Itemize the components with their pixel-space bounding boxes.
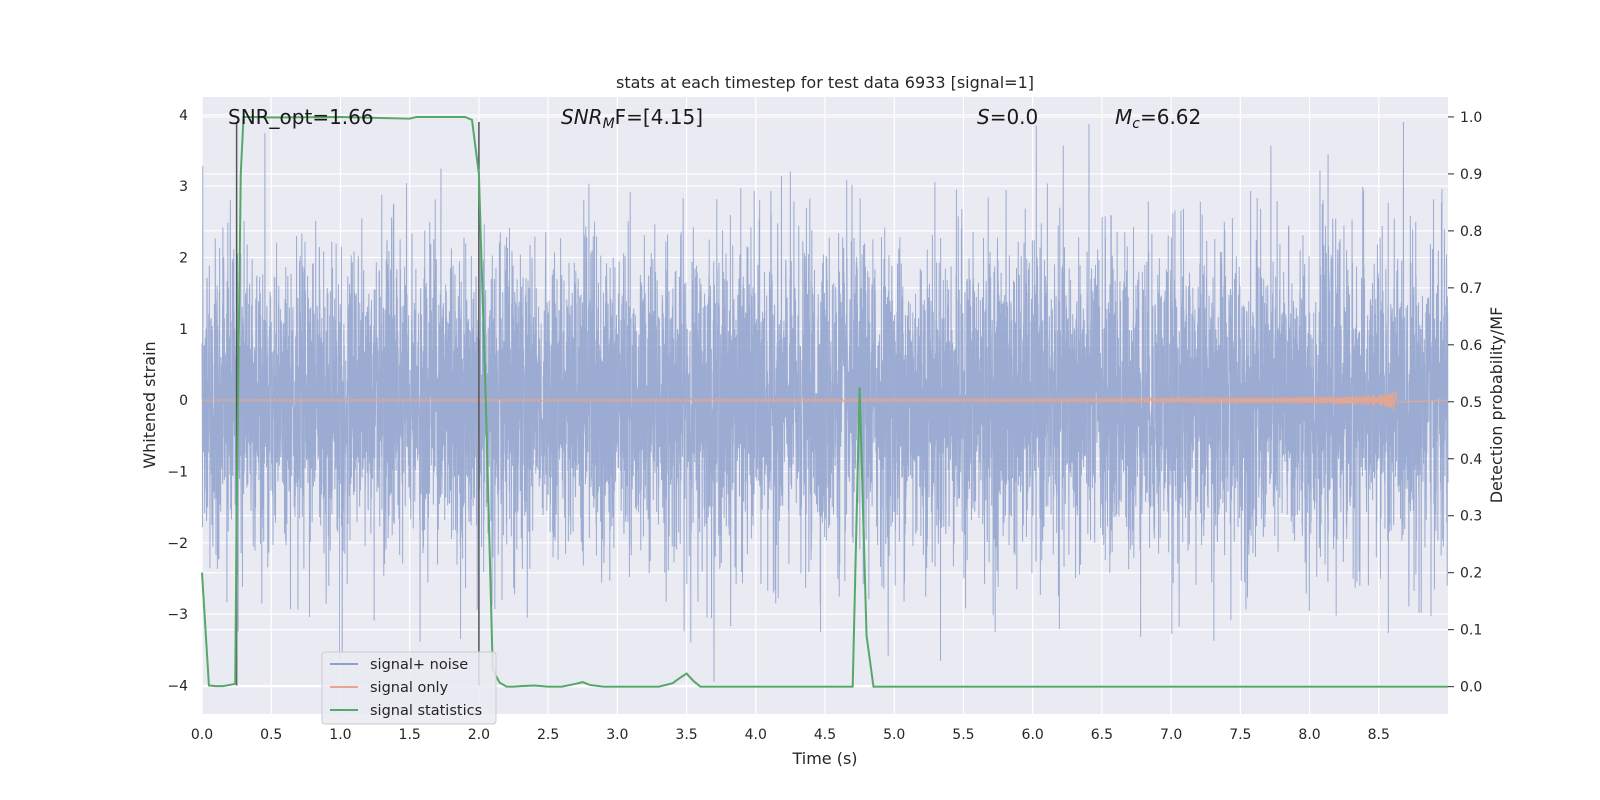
x-axis-label: Time (s) [791,749,857,768]
signal-only-line [201,389,1449,411]
x-tick-label: 2.0 [468,727,490,743]
y2-tick-label: 0.0 [1460,680,1482,696]
x-axis-ticks: 0.0 0.5 1.0 1.5 2.0 2.5 3.0 3.5 4.0 4.5 5.0 5.5 6.0 6… [191,727,1390,743]
y-tick-label: 0 [179,393,188,409]
y2-tick-label: 1.0 [1460,110,1482,126]
y-tick-label: −4 [167,678,188,694]
annotation-mc: Mc=6.62 [1115,105,1201,132]
x-tick-label: 7.5 [1229,727,1251,743]
snr-mf-rest: F=[4.15] [615,105,703,129]
x-tick-label: 7.0 [1160,727,1182,743]
x-tick-label: 0.0 [191,727,213,743]
y2-tick-label: 0.5 [1460,395,1482,411]
y-axis-label: Whitened strain [140,341,159,468]
x-tick-label: 5.0 [883,727,905,743]
signal-noise-line [201,121,1449,682]
x-tick-label: 0.5 [260,727,282,743]
y2-tick-label: 0.4 [1460,452,1482,468]
mc-rest: =6.62 [1140,105,1201,129]
y-tick-label: −2 [167,536,188,552]
y2-axis-ticks: 0.0 0.1 0.2 0.3 0.4 0.5 0.6 0.7 0.8 0.9 1.0 [1448,110,1482,696]
y2-tick-label: 0.6 [1460,338,1482,354]
x-tick-label: 6.5 [1091,727,1113,743]
series-signal-only [201,389,1449,411]
y2-tick-label: 0.8 [1460,224,1482,240]
mc-sub: c [1132,116,1140,132]
y-tick-label: −1 [167,464,188,480]
x-tick-label: 6.0 [1022,727,1044,743]
s-rest: =0.0 [990,105,1039,129]
legend-label-signal-only: signal only [370,680,449,696]
x-tick-label: 4.5 [814,727,836,743]
x-tick-label: 3.5 [675,727,697,743]
series-signal-statistics [201,115,1448,688]
x-tick-label: 8.0 [1298,727,1320,743]
x-tick-label: 8.5 [1368,727,1390,743]
legend-box [321,651,497,725]
series-signal-noise [201,121,1449,682]
legend: signal+ noise signal only signal statist… [321,651,497,725]
y2-tick-label: 0.7 [1460,281,1482,297]
y2-tick-label: 0.2 [1460,566,1482,582]
x-tick-label: 5.5 [952,727,974,743]
y2-tick-label: 0.9 [1460,167,1482,183]
y-tick-label: 3 [179,179,188,195]
y2-tick-label: 0.1 [1460,623,1482,639]
x-tick-label: 1.5 [399,727,421,743]
y-tick-label: 4 [179,108,188,124]
annotation-s: S=0.0 [977,105,1038,129]
x-tick-label: 1.0 [329,727,351,743]
y-tick-label: −3 [167,607,188,623]
annotation-snr-opt: SNR_opt=1.66 [228,105,374,129]
y2-tick-label: 0.3 [1460,509,1482,525]
legend-label-signal-noise: signal+ noise [370,657,468,673]
annotation-snr-mf: SNRMF=[4.15] [561,105,703,132]
mc-main: M [1115,105,1132,129]
x-tick-label: 2.5 [537,727,559,743]
snr-mf-main: SNR [561,105,603,129]
x-tick-label: 4.0 [745,727,767,743]
y-tick-label: 1 [179,322,188,338]
s-main: S [977,105,990,129]
y-axis-ticks: −4 −3 −2 −1 0 1 2 3 4 [167,108,188,695]
y-tick-label: 2 [179,250,188,266]
y2-axis-label: Detection probability/MF [1487,307,1506,504]
snr-mf-sub: M [603,116,615,132]
x-tick-label: 3.0 [606,727,628,743]
chart-title: stats at each timestep for test data 693… [616,73,1034,92]
signal-statistics-line [201,115,1448,688]
legend-label-signal-statistics: signal statistics [370,703,482,719]
